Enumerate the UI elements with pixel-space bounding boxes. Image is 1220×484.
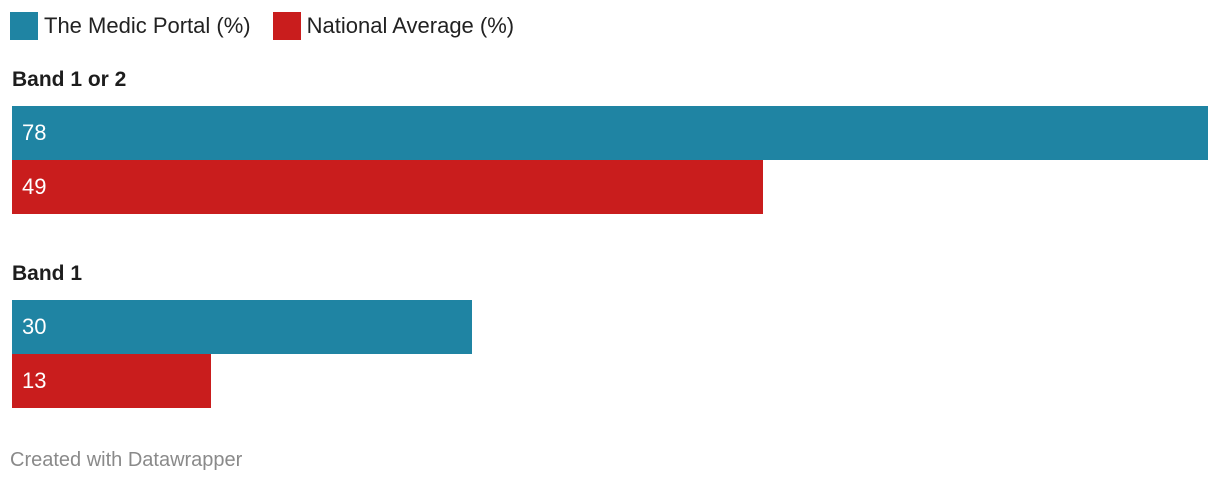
bar-value-label: 13 [22, 368, 47, 393]
bar-value-label: 30 [22, 314, 47, 339]
legend-swatch-medic-portal [10, 12, 38, 40]
bar-band-1-or-2-series-1: 49 [12, 160, 763, 214]
bar-band-1-series-1: 13 [12, 354, 211, 408]
legend-label-medic-portal: The Medic Portal (%) [44, 13, 251, 38]
legend-item-medic-portal: The Medic Portal (%) [10, 12, 251, 40]
category-label-band-1: Band 1 [12, 262, 83, 285]
bar-chart: Band 1 or 2 78 49 Band 1 30 13 [12, 0, 1208, 430]
legend-label-national-average: National Average (%) [306, 13, 515, 38]
category-label-band-1-or-2: Band 1 or 2 [12, 68, 127, 91]
bar-value-label: 49 [22, 174, 47, 199]
legend-swatch-national-average [272, 12, 301, 40]
bar-band-1-series-0: 30 [12, 300, 472, 354]
bar-band-1-or-2-series-0: 78 [12, 106, 1208, 160]
bar-value-label: 78 [22, 120, 47, 145]
credit-footer: Created with Datawrapper [10, 449, 243, 471]
legend: The Medic Portal (%) National Average (%… [10, 12, 536, 40]
legend-item-national-average: National Average (%) [272, 12, 515, 40]
